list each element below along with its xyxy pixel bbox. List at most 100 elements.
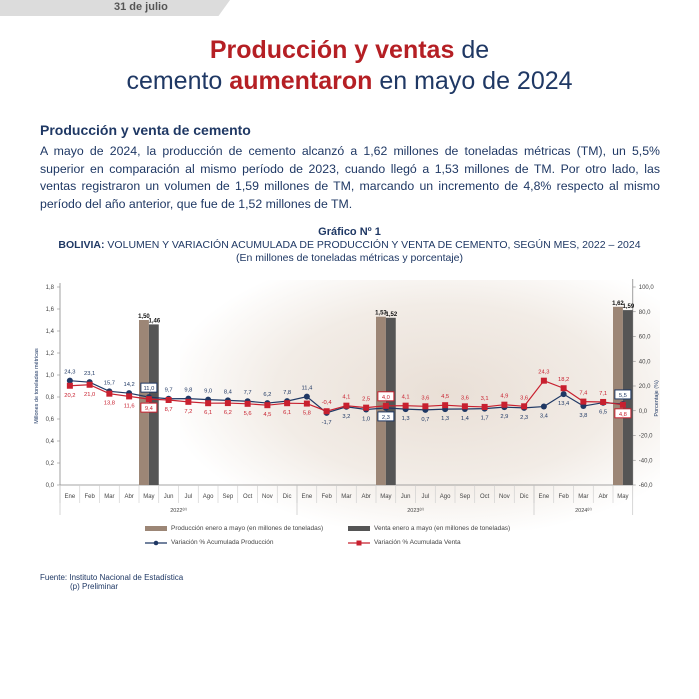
point-sales <box>303 400 310 407</box>
year-label: 2024(p) <box>575 507 592 514</box>
right-tick-label: -20,0 <box>639 434 653 440</box>
legend-line-prod-icon <box>145 540 167 545</box>
label-sales: 21,0 <box>84 392 95 398</box>
section-title: Producción y venta de cemento <box>40 122 251 138</box>
label-production: 9,0 <box>204 389 212 395</box>
point-sales <box>442 402 449 409</box>
point-sales <box>461 403 468 410</box>
chart-title-text: VOLUMEN Y VARIACIÓN ACUMULADA DE PRODUCC… <box>104 239 641 251</box>
bar-label-production: 1,50 <box>138 314 150 320</box>
label-production: 24,3 <box>64 370 75 376</box>
label-sales: 4,5 <box>441 394 449 400</box>
legend-label: Producción enero a mayo (en millones de … <box>171 525 324 532</box>
point-sales <box>619 401 626 408</box>
label-production: 3,4 <box>540 414 549 420</box>
month-label: Oct <box>480 494 490 500</box>
label-sales: 11,6 <box>124 403 135 409</box>
label-production: 3,2 <box>342 414 350 420</box>
month-label: Feb <box>84 494 95 500</box>
bar-production <box>139 320 149 485</box>
month-label: Ene <box>302 494 313 500</box>
right-tick-label: 60,0 <box>639 335 651 341</box>
month-label: Sep <box>460 494 471 500</box>
label-sales: 9,4 <box>145 406 154 412</box>
right-tick-label: -40,0 <box>639 458 653 464</box>
month-label: Abr <box>361 494 370 500</box>
label-sales: 4,5 <box>263 412 271 418</box>
legend-line-sales-icon <box>348 540 370 545</box>
point-production <box>66 377 73 384</box>
left-tick-label: 1,0 <box>46 373 55 379</box>
label-sales: 4,8 <box>619 412 627 418</box>
left-axis-label: Millones de toneladas métricas <box>34 348 40 424</box>
month-label: Dic <box>520 494 529 500</box>
body-paragraph: A mayo de 2024, la producción de cemento… <box>40 144 660 211</box>
left-tick-label: 1,2 <box>46 351 55 357</box>
point-production <box>560 391 567 398</box>
bar-label-sales: 1,52 <box>386 312 398 318</box>
month-label: Jun <box>401 494 411 500</box>
point-sales <box>481 403 488 410</box>
label-sales: 4,1 <box>402 395 410 401</box>
headline-text-2: cemento <box>126 67 230 95</box>
label-production: 15,7 <box>104 380 115 386</box>
label-sales: 4,0 <box>382 395 390 401</box>
label-sales: 7,4 <box>579 391 588 397</box>
label-production: 1,3 <box>441 416 449 422</box>
label-production: 9,7 <box>165 388 173 394</box>
year-label: 2022(p) <box>170 507 187 514</box>
label-sales: 5,6 <box>244 411 252 417</box>
legend-swatch-sales <box>348 526 370 531</box>
month-label: Ene <box>539 494 550 500</box>
preliminary-note: (p) Preliminar <box>70 582 119 591</box>
label-sales: 4,9 <box>500 394 508 400</box>
label-production: 13,4 <box>558 401 570 407</box>
month-label: Jul <box>185 494 193 500</box>
legend-bar-prod: Producción enero a mayo (en millones de … <box>145 525 323 532</box>
legend-bar-sales: Venta enero a mayo (en millones de tonel… <box>348 525 510 532</box>
point-sales <box>422 403 429 410</box>
label-sales: 7,1 <box>599 391 607 397</box>
month-label: Feb <box>321 494 332 500</box>
label-sales: 6,2 <box>224 410 232 416</box>
label-production: 2,3 <box>520 415 528 421</box>
point-sales <box>521 403 528 410</box>
bar-sales <box>385 317 396 485</box>
month-label: Feb <box>558 494 569 500</box>
label-production: 7,7 <box>244 390 252 396</box>
point-sales <box>323 408 330 415</box>
chart-subtitle: (En millones de toneladas métricas y por… <box>235 252 464 264</box>
legend-swatch-prod <box>145 526 167 531</box>
bar-label-sales: 1,59 <box>623 304 635 310</box>
month-label: Nov <box>499 494 510 500</box>
month-label: May <box>380 494 391 500</box>
label-production: 7,8 <box>283 390 291 396</box>
label-sales: 8,7 <box>165 407 173 413</box>
month-label: Abr <box>598 494 607 500</box>
label-sales: 6,1 <box>204 410 212 416</box>
date-tab: 31 de julio <box>0 0 230 16</box>
label-production: 1,0 <box>362 417 370 423</box>
point-sales <box>224 400 231 407</box>
headline-text-3: en mayo de 2024 <box>372 67 573 95</box>
label-sales-box <box>377 391 395 402</box>
right-tick-label: 0,0 <box>639 409 648 415</box>
bar-label-production: 1,62 <box>612 301 624 307</box>
month-label: Jul <box>422 494 430 500</box>
month-label: Mar <box>341 494 351 500</box>
label-production: 14,2 <box>123 382 134 388</box>
label-production-box <box>140 382 158 393</box>
label-production: 1,4 <box>461 416 470 422</box>
point-sales <box>343 402 350 409</box>
label-sales: 4,1 <box>342 395 350 401</box>
label-production: 1,3 <box>402 416 410 422</box>
label-sales: 3,6 <box>461 395 469 401</box>
month-label: May <box>617 494 628 500</box>
point-sales <box>284 400 291 407</box>
month-label: Dic <box>283 494 292 500</box>
legend-label: Variación % Acumulada Producción <box>171 539 274 546</box>
label-sales: 5,8 <box>303 411 311 417</box>
point-sales <box>560 385 567 392</box>
month-label: Mar <box>578 494 588 500</box>
label-production: 9,8 <box>184 388 192 394</box>
